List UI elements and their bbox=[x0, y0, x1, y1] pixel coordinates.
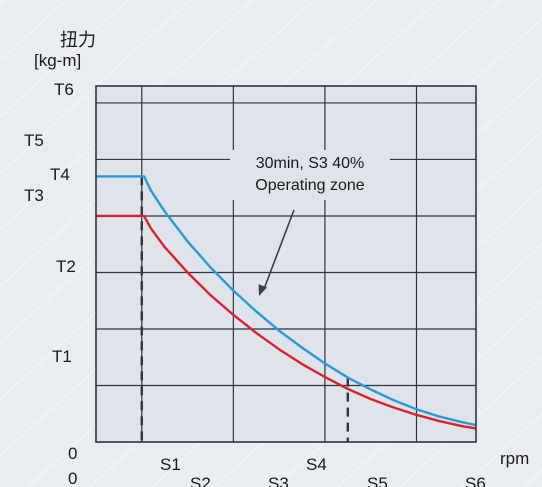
bg-stripe bbox=[0, 0, 68, 62]
y-tick-labels: 0 T1 T2 T3 T4 T5 T6 bbox=[24, 80, 77, 463]
x-tick-s1: S1 bbox=[160, 455, 181, 474]
x-tick-0: 0 bbox=[68, 469, 77, 487]
annotation-box bbox=[230, 150, 390, 200]
y-axis-label: 扭力 bbox=[60, 30, 96, 50]
y-tick-t5: T5 bbox=[24, 131, 44, 150]
x-tick-s6: S6 bbox=[465, 474, 486, 487]
y-axis-unit: [kg-m] bbox=[34, 51, 81, 70]
x-tick-s4: S4 bbox=[306, 455, 327, 474]
dashed-markers bbox=[140, 176, 350, 442]
annotation-arrowhead bbox=[258, 284, 267, 296]
y-tick-t3: T3 bbox=[24, 186, 44, 205]
x-axis-label: rpm bbox=[500, 449, 529, 468]
bg-stripe bbox=[399, 356, 542, 487]
x-tick-s2: S2 bbox=[190, 474, 211, 487]
plot-frame bbox=[95, 85, 477, 443]
annotation-line-1: 30min, S3 40% bbox=[256, 155, 365, 172]
y-tick-t1: T1 bbox=[52, 347, 72, 366]
x-tick-s3: S3 bbox=[268, 474, 289, 487]
curve-red bbox=[96, 214, 477, 430]
bg-stripe bbox=[0, 0, 192, 175]
plot-area bbox=[96, 86, 476, 442]
x-tick-labels: 0 S1 S2 S3 S4 S5 S6 bbox=[68, 455, 486, 487]
curves bbox=[96, 175, 477, 430]
x-tick-s5: S5 bbox=[367, 474, 388, 487]
annotation-arrow bbox=[263, 209, 295, 290]
bg-stripe bbox=[0, 0, 254, 231]
y-tick-t6: T6 bbox=[54, 80, 74, 99]
annotation-line-2: Operating zone bbox=[255, 177, 365, 194]
y-tick-0: 0 bbox=[68, 444, 77, 463]
bg-stripe bbox=[0, 0, 130, 118]
y-tick-t2: T2 bbox=[56, 257, 76, 276]
y-tick-t4: T4 bbox=[50, 165, 70, 184]
bg-stripe bbox=[0, 0, 316, 288]
curve-blue bbox=[96, 175, 477, 427]
